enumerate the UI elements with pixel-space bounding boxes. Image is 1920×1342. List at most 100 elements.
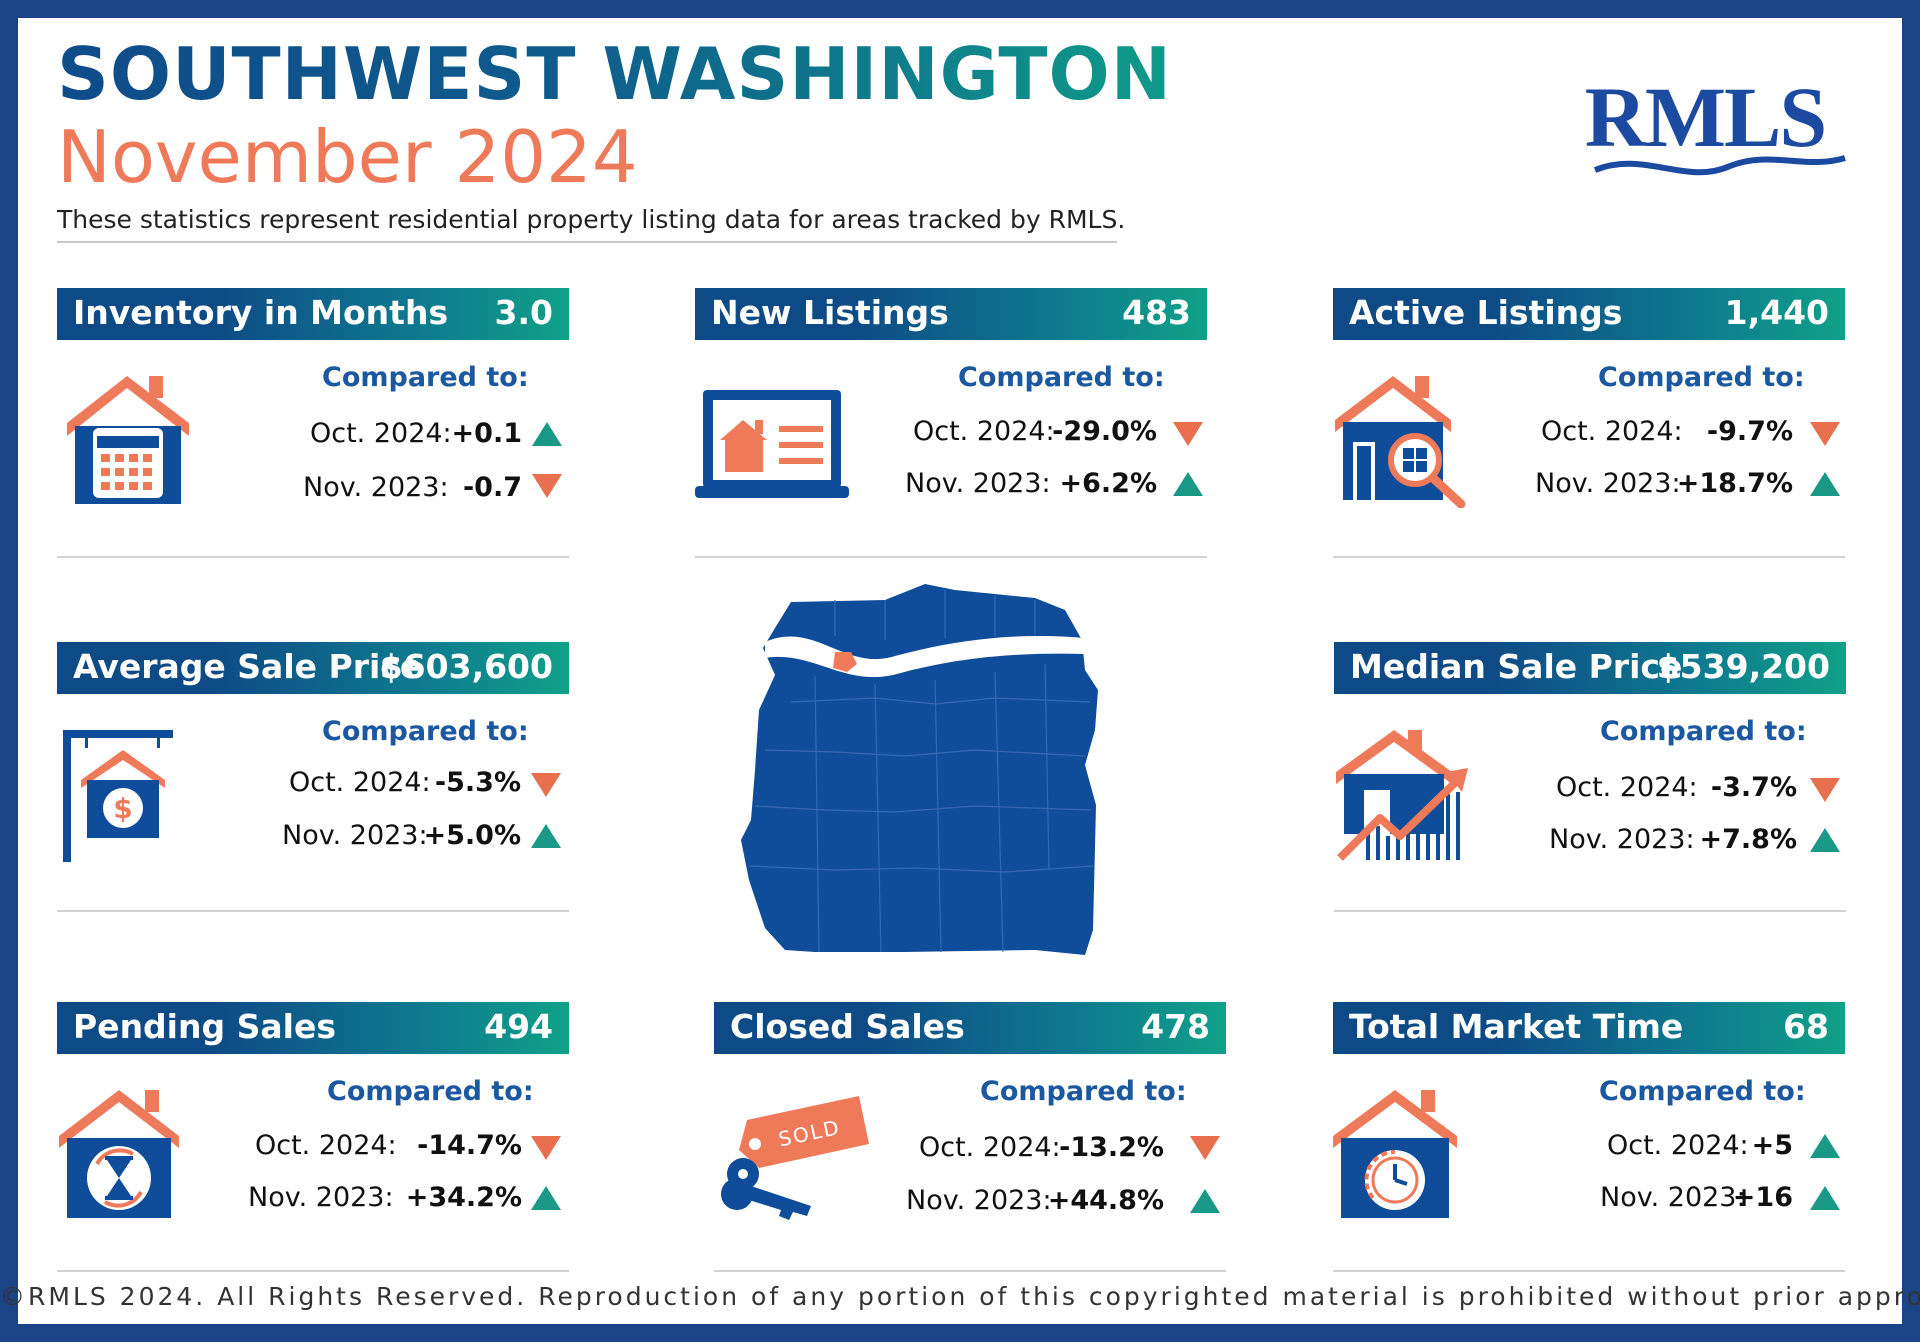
sold-tag-keys-icon: SOLD <box>721 1096 869 1220</box>
laptop-listing-icon <box>695 390 849 498</box>
compare-row-period: Nov. 2023: <box>303 472 449 503</box>
compare-row-period: Nov. 2023: <box>1600 1182 1746 1213</box>
compare-row-period: Nov. 2023: <box>1535 468 1681 499</box>
card-value: 494 <box>484 1007 553 1046</box>
card-label: Average Sale Price <box>73 647 423 686</box>
compare-row-change: +18.7% <box>1676 468 1793 499</box>
down-arrow-icon <box>532 474 562 498</box>
compare-row-period: Oct. 2024: <box>255 1130 397 1161</box>
up-arrow-icon <box>1810 472 1840 496</box>
card-header: Closed Sales 478 <box>714 1002 1226 1054</box>
compare-row-period: Oct. 2024: <box>1607 1130 1749 1161</box>
compare-row-change: +34.2% <box>405 1182 522 1213</box>
card-divider <box>1333 556 1845 558</box>
intro-text: These statistics represent residential p… <box>57 205 1126 234</box>
house-clock-icon <box>1333 1090 1457 1218</box>
up-arrow-icon <box>1190 1189 1220 1213</box>
card-header: Active Listings 1,440 <box>1333 288 1845 340</box>
card-value: 478 <box>1141 1007 1210 1046</box>
compare-row-change: +44.8% <box>1047 1185 1164 1216</box>
card-header: Median Sale Price $539,200 <box>1334 642 1846 694</box>
pending-sales-card: Pending Sales 494 Compared to: Oct. 2024… <box>57 1002 569 1272</box>
compared-heading: Compared to: <box>1598 362 1805 393</box>
down-arrow-icon <box>1190 1136 1220 1160</box>
card-divider <box>714 1270 1226 1272</box>
compared-heading: Compared to: <box>322 362 529 393</box>
compared-heading: Compared to: <box>958 362 1165 393</box>
card-label: Closed Sales <box>730 1007 965 1046</box>
page-subtitle: November 2024 <box>57 115 638 199</box>
card-label: Pending Sales <box>73 1007 336 1046</box>
compare-row-change: +7.8% <box>1699 824 1797 855</box>
logo-text: RMLS <box>1585 78 1825 165</box>
house-hourglass-icon <box>59 1090 179 1218</box>
card-value: $603,600 <box>379 647 553 686</box>
down-arrow-icon <box>1810 778 1840 802</box>
card-label: Total Market Time <box>1349 1007 1684 1046</box>
card-label: Median Sale Price <box>1350 647 1683 686</box>
compare-row-period: Oct. 2024: <box>913 416 1055 447</box>
up-arrow-icon <box>531 1186 561 1210</box>
compared-heading: Compared to: <box>327 1076 534 1107</box>
card-value: 3.0 <box>494 293 553 332</box>
compare-row-period: Oct. 2024: <box>919 1132 1061 1163</box>
card-value: $539,200 <box>1656 647 1830 686</box>
total-market-time-card: Total Market Time 68 Compared to: Oct. 2… <box>1333 1002 1845 1272</box>
card-label: New Listings <box>711 293 949 332</box>
calendar-house-icon <box>67 376 189 504</box>
card-divider <box>1333 1270 1845 1272</box>
compare-row-change: +0.1 <box>451 418 522 449</box>
card-value: 68 <box>1783 1007 1829 1046</box>
house-search-icon <box>1335 376 1466 508</box>
compare-row-change: -3.7% <box>1710 772 1797 803</box>
compare-row-change: -13.2% <box>1059 1132 1164 1163</box>
closed-sales-card: Closed Sales 478 SOLD Compared to: Oct. … <box>714 1002 1226 1272</box>
card-header: New Listings 483 <box>695 288 1207 340</box>
page-title: SOUTHWEST WASHINGTON <box>57 32 1173 116</box>
card-divider <box>57 556 569 558</box>
active-listings-card: Active Listings 1,440 Compared to: Oct. … <box>1333 288 1845 558</box>
compare-row-period: Nov. 2023: <box>1549 824 1695 855</box>
card-divider <box>57 910 569 912</box>
for-sale-sign-icon: $ <box>63 730 173 862</box>
card-value: 1,440 <box>1724 293 1829 332</box>
card-divider <box>1334 910 1846 912</box>
compare-row-change: -5.3% <box>434 767 521 798</box>
card-header: Average Sale Price $603,600 <box>57 642 569 694</box>
new-listings-card: New Listings 483 Compared to: Oct. 2024:… <box>695 288 1207 558</box>
card-label: Inventory in Months <box>73 293 449 332</box>
svg-text:$: $ <box>113 792 132 825</box>
card-header: Pending Sales 494 <box>57 1002 569 1054</box>
house-growth-chart-icon <box>1336 730 1468 861</box>
card-divider <box>57 1270 569 1272</box>
up-arrow-icon <box>1173 472 1203 496</box>
compared-heading: Compared to: <box>1600 716 1807 747</box>
compare-row-period: Nov. 2023: <box>906 1185 1052 1216</box>
compare-row-period: Oct. 2024: <box>310 418 452 449</box>
rmls-logo: RMLS <box>1585 78 1846 176</box>
down-arrow-icon <box>531 773 561 797</box>
compare-row-change: -29.0% <box>1052 416 1157 447</box>
down-arrow-icon <box>1810 422 1840 446</box>
compare-row-period: Oct. 2024: <box>289 767 431 798</box>
region-map-icon <box>741 584 1098 955</box>
median-sale-price-card: Median Sale Price $539,200 Compared to: … <box>1334 642 1846 912</box>
compare-row-change: +16 <box>1732 1182 1793 1213</box>
compare-row-period: Nov. 2023: <box>905 468 1051 499</box>
compare-row-period: Oct. 2024: <box>1541 416 1683 447</box>
compare-row-change: +6.2% <box>1059 468 1157 499</box>
compare-row-period: Nov. 2023: <box>282 820 428 851</box>
compared-heading: Compared to: <box>1599 1076 1806 1107</box>
inventory-card: Inventory in Months 3.0 Compared to: Oct… <box>57 288 569 558</box>
compared-heading: Compared to: <box>322 716 529 747</box>
compare-row-change: +5.0% <box>423 820 521 851</box>
card-header: Total Market Time 68 <box>1333 1002 1845 1054</box>
compare-row-change: -9.7% <box>1706 416 1793 447</box>
down-arrow-icon <box>1173 422 1203 446</box>
intro-divider <box>57 241 1117 243</box>
up-arrow-icon <box>1810 828 1840 852</box>
card-label: Active Listings <box>1349 293 1623 332</box>
up-arrow-icon <box>532 422 562 446</box>
compare-row-period: Oct. 2024: <box>1556 772 1698 803</box>
compare-row-period: Nov. 2023: <box>248 1182 394 1213</box>
